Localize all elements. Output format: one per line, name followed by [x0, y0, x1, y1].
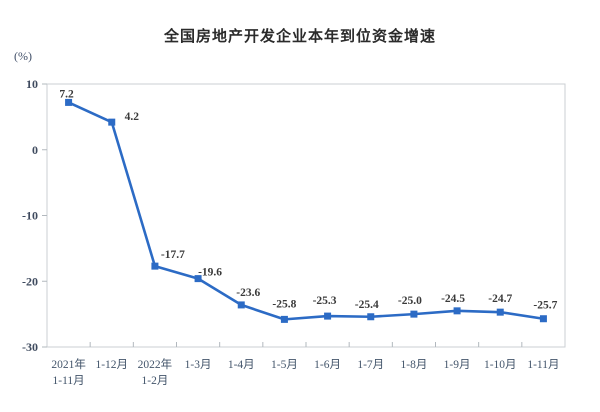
data-point-label: -25.3 [313, 295, 337, 307]
data-point-marker [280, 315, 288, 323]
chart-title: 全国房地产开发企业本年到位资金增速 [163, 29, 436, 45]
data-point-marker [108, 118, 116, 126]
data-point-label: -24.5 [441, 293, 465, 305]
data-point-label: 7.2 [59, 88, 74, 100]
data-point-marker [194, 275, 202, 283]
data-point-label: -25.7 [533, 300, 557, 312]
data-point-marker [237, 301, 245, 309]
x-axis-tick-label: 2022年 [138, 357, 173, 371]
x-axis-tick-label: 1-2月 [141, 375, 168, 387]
x-axis-tick-label: 1-4月 [228, 359, 255, 371]
x-axis-tick-label: 1-8月 [400, 359, 427, 371]
x-axis-tick-label: 1-6月 [314, 359, 341, 371]
data-point-marker [65, 98, 73, 106]
data-point-marker [496, 308, 504, 316]
y-axis-tick-label: -10 [22, 209, 38, 223]
data-point-label: -19.6 [198, 267, 222, 279]
data-point-marker [324, 312, 332, 320]
x-axis-tick-label: 1-5月 [271, 359, 298, 371]
data-point-label: -24.7 [488, 293, 512, 305]
data-point-marker [453, 307, 461, 315]
x-axis-tick-label: 1-12月 [95, 359, 128, 371]
y-axis-tick-label: -30 [22, 340, 38, 354]
data-point-label: -25.4 [355, 299, 379, 311]
data-point-label: -25.0 [398, 295, 422, 307]
data-point-marker [151, 262, 159, 270]
x-axis-tick-label: 2021年 [51, 357, 86, 371]
trend-line [67, 101, 545, 321]
data-point-label: -17.7 [161, 249, 185, 261]
data-point-label: -25.8 [272, 298, 296, 310]
data-point-marker [539, 315, 547, 323]
data-point-marker [410, 310, 418, 318]
y-axis-unit-label: (%) [14, 49, 32, 63]
x-axis-tick-label: 1-11月 [53, 375, 85, 387]
data-point-label: -23.6 [236, 287, 260, 299]
data-point-marker [367, 313, 375, 321]
x-axis-tick-label: 1-9月 [444, 359, 471, 371]
x-axis-tick-label: 1-3月 [185, 359, 212, 371]
y-axis-tick-label: 10 [26, 77, 38, 91]
x-axis-tick-label: 1-10月 [484, 359, 517, 371]
x-axis-tick-label: 1-7月 [357, 359, 384, 371]
x-axis-tick-label: 1-11月 [527, 359, 559, 371]
y-axis-tick-label: 0 [32, 143, 38, 157]
data-point-label: 4.2 [125, 111, 140, 123]
y-axis-tick-label: -20 [22, 274, 38, 288]
plot-border [46, 83, 566, 348]
